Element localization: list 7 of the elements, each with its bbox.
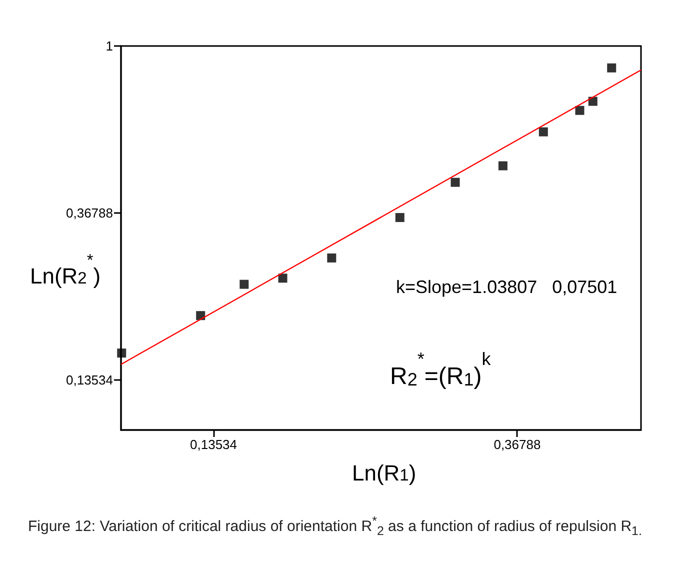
y-tick-label: 1	[106, 38, 113, 54]
y-axis-title: Ln(R2*)	[30, 252, 101, 289]
annotation: k=Slope=1.03807 0,07501	[396, 277, 618, 297]
caption: Figure 12: Variation of critical radius of orientation R$^{*}$$_{2}$ as a function of radius of repulsion R$_{1.}$	[28, 513, 643, 540]
y-tick-label: 0,36788	[66, 205, 113, 220]
x-axis-title: Ln(R1)	[352, 460, 416, 486]
y-tick-label: 0,13534	[66, 372, 113, 388]
